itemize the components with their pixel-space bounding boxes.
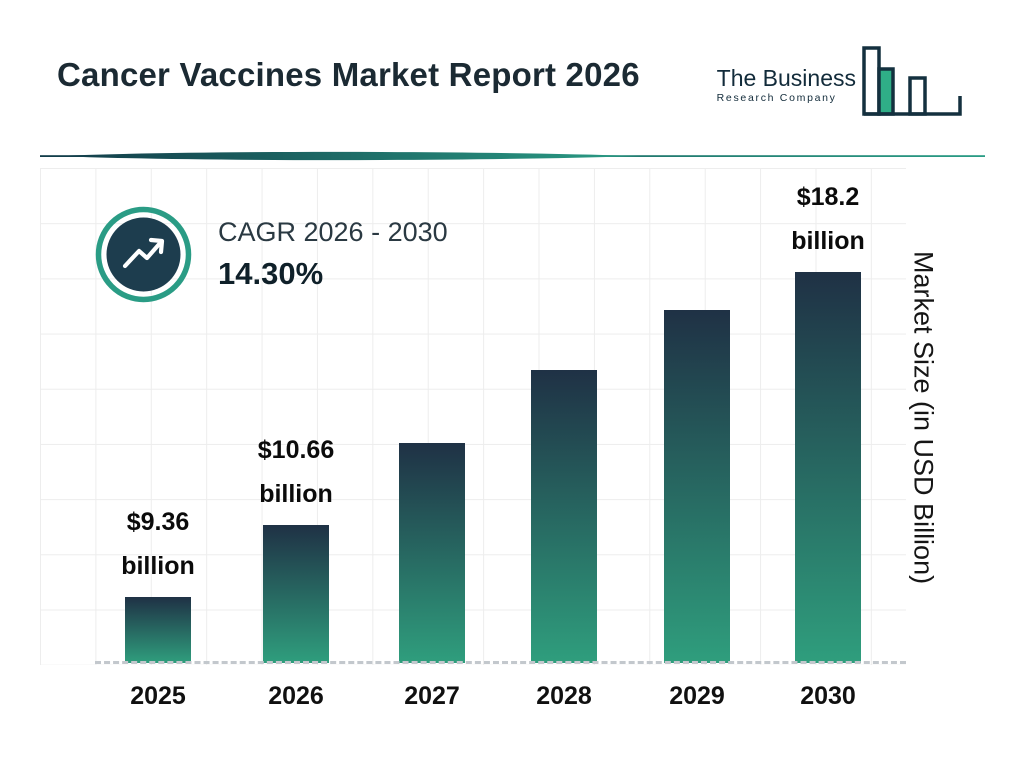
x-axis-label-2026: 2026 bbox=[268, 682, 324, 710]
y-axis-label: Market Size (in USD Billion) bbox=[908, 251, 939, 585]
x-axis-label-2030: 2030 bbox=[800, 682, 856, 710]
page-title: Cancer Vaccines Market Report 2026 bbox=[57, 56, 640, 93]
logo-text: The Business Research Company bbox=[716, 65, 856, 105]
value-label-2026: $10.66 billion bbox=[257, 436, 335, 508]
logo-bar-chart-icon bbox=[862, 46, 962, 116]
x-axis-label-2025: 2025 bbox=[130, 682, 186, 710]
cagr-value: 14.30% bbox=[218, 256, 324, 291]
trending-up-icon bbox=[95, 206, 192, 303]
bar-2026 bbox=[263, 525, 329, 663]
cagr-label: CAGR 2026 - 2030 bbox=[218, 217, 448, 247]
bar-column-2028 bbox=[489, 370, 639, 663]
bar-column-2029 bbox=[622, 310, 772, 663]
bar-column-2030: $18.2 billion bbox=[753, 176, 903, 663]
logo-name: The Business bbox=[716, 65, 856, 91]
value-label-2025: $9.36 billion bbox=[121, 508, 195, 580]
value-label-2030: $18.2 billion bbox=[791, 183, 865, 255]
bar-2025 bbox=[125, 597, 191, 663]
company-logo: The Business Research Company bbox=[717, 44, 964, 124]
bar-2030 bbox=[795, 272, 861, 663]
cagr-block: CAGR 2026 - 2030 14.30% bbox=[95, 206, 448, 303]
bar-2029 bbox=[664, 310, 730, 663]
bar-column-2027 bbox=[357, 443, 507, 663]
logo-subname: Research Company bbox=[716, 92, 837, 105]
divider-line bbox=[40, 151, 985, 161]
bar-column-2026: $10.66 billion bbox=[221, 429, 371, 663]
bar-2028 bbox=[531, 370, 597, 663]
chart-grid bbox=[40, 168, 906, 665]
bar-2027 bbox=[399, 443, 465, 663]
x-axis-label-2028: 2028 bbox=[536, 682, 592, 710]
x-axis-label-2027: 2027 bbox=[404, 682, 460, 710]
bar-column-2025: $9.36 billion bbox=[83, 501, 233, 663]
x-axis-label-2029: 2029 bbox=[669, 682, 725, 710]
cagr-text: CAGR 2026 - 2030 14.30% bbox=[218, 217, 448, 292]
axis-baseline bbox=[95, 661, 906, 664]
